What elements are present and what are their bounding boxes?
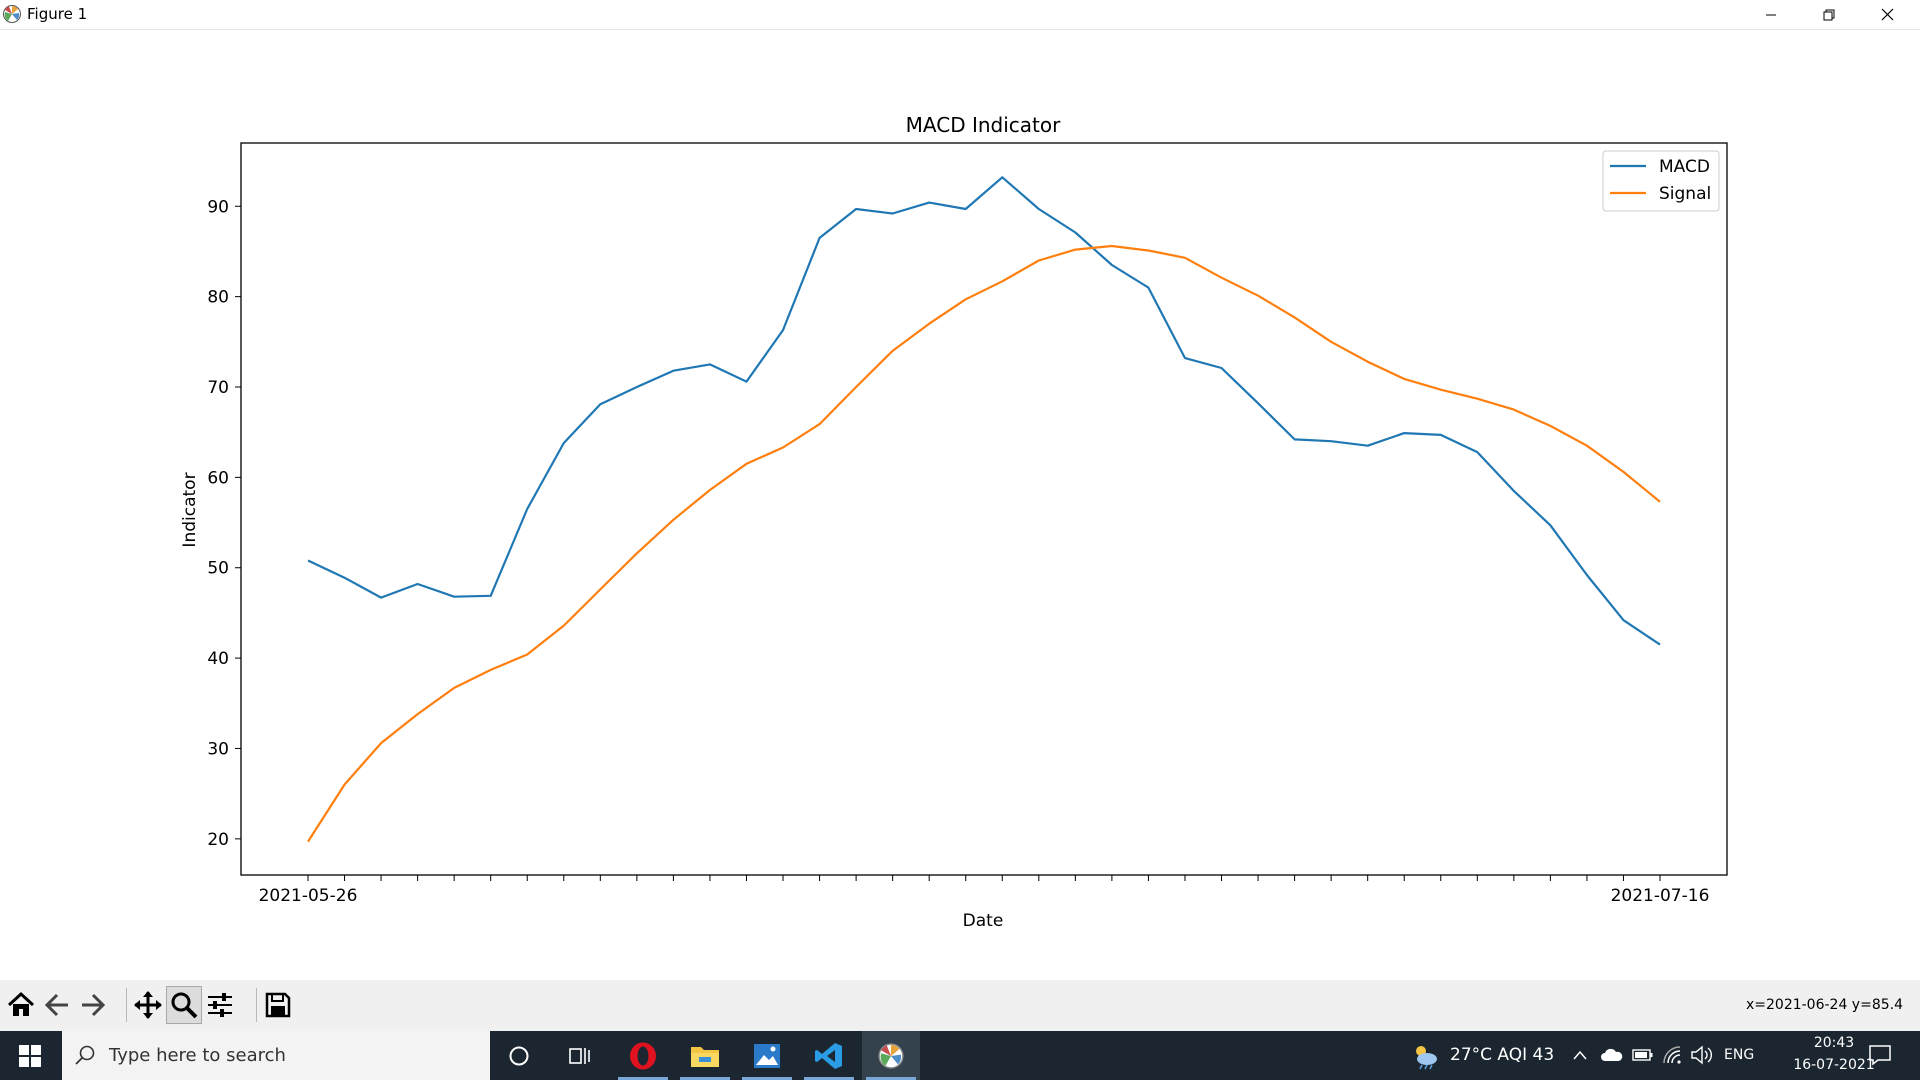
photos-taskbar-item[interactable]: [738, 1031, 796, 1080]
chart-title: MACD Indicator: [906, 113, 1061, 137]
series-lines: [307, 176, 1661, 843]
restore-button[interactable]: [1800, 0, 1858, 29]
close-icon: [1881, 8, 1893, 21]
vscode-taskbar-item[interactable]: [800, 1031, 858, 1080]
windows-taskbar: Type here to search: [0, 1031, 1920, 1080]
arrow-right-icon: [82, 993, 106, 1017]
toolbar-separator: [126, 988, 127, 1022]
close-button[interactable]: [1858, 0, 1916, 29]
arrow-left-icon: [44, 993, 68, 1017]
y-tick-label: 60: [207, 468, 229, 488]
y-tick-label: 40: [207, 649, 229, 669]
matplotlib-figure-taskbar-item[interactable]: [862, 1031, 920, 1080]
x-tick-label: 2021-07-16: [1611, 886, 1710, 906]
toolbar-separator: [256, 988, 257, 1022]
weather-text[interactable]: 27°C AQI 43: [1450, 1045, 1555, 1065]
clock-date[interactable]: 16-07-2021: [1793, 1057, 1875, 1073]
restore-icon: [1823, 9, 1835, 20]
minimize-icon: [1766, 14, 1776, 15]
running-indicator: [742, 1077, 792, 1080]
window-title: Figure 1: [27, 5, 88, 23]
legend: MACD Signal: [1602, 150, 1720, 212]
language-indicator[interactable]: ENG: [1724, 1047, 1755, 1063]
move-icon: [134, 991, 162, 1019]
y-axis: 20 30 40 50 60 70 80 90: [207, 197, 241, 850]
matplotlib-logo-icon: [3, 5, 21, 23]
y-axis-label: Indicator: [180, 472, 200, 547]
cortana-circle-icon: [509, 1046, 529, 1065]
magnifier-icon: [171, 992, 198, 1019]
x-axis: 2021-05-26 2021-07-16: [259, 875, 1710, 906]
forward-button[interactable]: [75, 986, 111, 1024]
notification-icon[interactable]: [1868, 1044, 1892, 1066]
configure-subplots-button[interactable]: [202, 986, 238, 1024]
wifi-icon[interactable]: [1662, 1045, 1684, 1065]
legend-label-macd: MACD: [1659, 157, 1710, 177]
onedrive-cloud-icon[interactable]: [1600, 1047, 1624, 1063]
floppy-icon: [265, 992, 291, 1018]
zoom-button[interactable]: [166, 986, 202, 1024]
x-tick-label: 2021-05-26: [259, 886, 358, 906]
series-line-macd: [307, 176, 1661, 646]
vscode-icon: [815, 1042, 842, 1069]
battery-icon[interactable]: [1632, 1048, 1654, 1062]
weather-icon[interactable]: [1410, 1042, 1440, 1070]
window-titlebar: Figure 1: [0, 0, 1920, 30]
series-line-signal: [307, 244, 1661, 843]
chevron-up-icon[interactable]: [1572, 1049, 1588, 1061]
task-view-icon: [569, 1047, 590, 1064]
cursor-coordinates: x=2021-06-24 y=85.4: [1745, 997, 1903, 1013]
y-tick-label: 20: [207, 830, 229, 850]
task-view-button[interactable]: [550, 1031, 608, 1080]
opera-taskbar-item[interactable]: [614, 1031, 672, 1080]
running-indicator: [680, 1077, 730, 1080]
taskbar-search-box[interactable]: Type here to search: [62, 1031, 490, 1080]
pan-button[interactable]: [130, 986, 166, 1024]
y-tick-label: 80: [207, 288, 229, 308]
y-tick-label: 90: [207, 197, 229, 217]
back-button[interactable]: [39, 986, 75, 1024]
y-tick-label: 30: [207, 739, 229, 759]
speaker-icon[interactable]: [1690, 1045, 1714, 1065]
clock-time[interactable]: 20:43: [1813, 1035, 1855, 1051]
home-icon: [7, 991, 35, 1016]
start-button[interactable]: [0, 1031, 60, 1080]
save-button[interactable]: [260, 986, 296, 1024]
figure-canvas[interactable]: MACD Indicator 2021-05-26 2021-07-16 20 30…: [0, 30, 1920, 980]
navigation-toolbar: x=2021-06-24 y=85.4: [0, 980, 1920, 1031]
file-explorer-taskbar-item[interactable]: [676, 1031, 734, 1080]
minimize-button[interactable]: [1742, 0, 1800, 29]
running-indicator: [866, 1077, 916, 1080]
opera-icon: [630, 1042, 656, 1069]
y-tick-label: 70: [207, 378, 229, 398]
photos-icon: [754, 1043, 780, 1068]
sliders-icon: [208, 993, 232, 1017]
search-icon: [75, 1045, 95, 1065]
running-indicator: [618, 1077, 668, 1080]
home-button[interactable]: [3, 986, 39, 1024]
plot-area[interactable]: [240, 142, 1728, 876]
macd-chart[interactable]: MACD Indicator 2021-05-26 2021-07-16 20 30…: [0, 30, 1920, 980]
cortana-button[interactable]: [490, 1031, 548, 1080]
folder-icon: [691, 1046, 719, 1067]
search-placeholder: Type here to search: [109, 1045, 286, 1066]
y-tick-label: 50: [207, 559, 229, 579]
x-axis-label: Date: [963, 911, 1004, 931]
windows-logo-icon: [19, 1044, 41, 1067]
matplotlib-logo-icon: [878, 1042, 904, 1069]
running-indicator: [804, 1077, 854, 1080]
legend-label-signal: Signal: [1659, 184, 1711, 204]
